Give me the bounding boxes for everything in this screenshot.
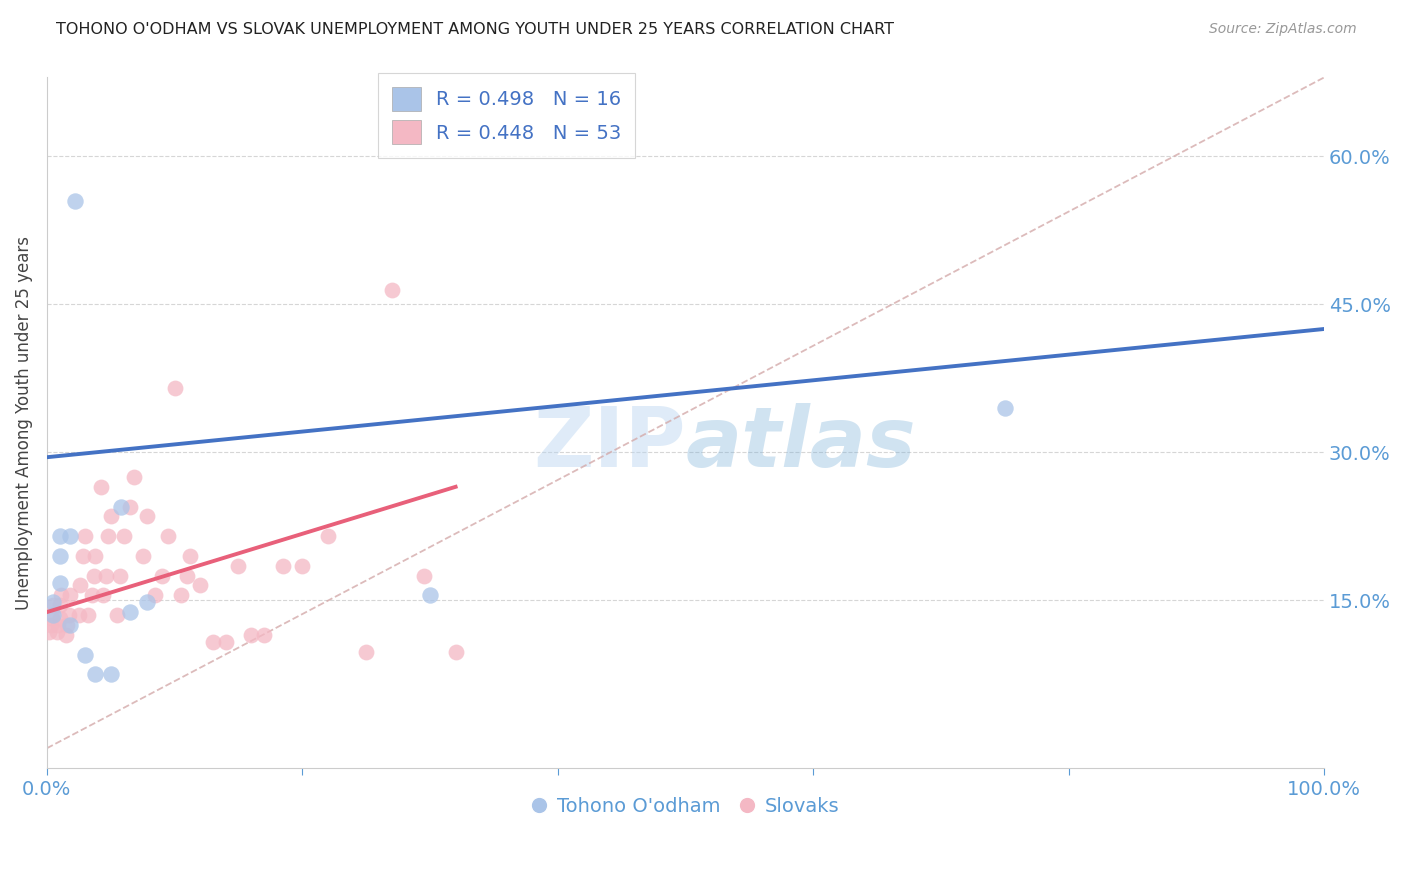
Text: TOHONO O'ODHAM VS SLOVAK UNEMPLOYMENT AMONG YOUTH UNDER 25 YEARS CORRELATION CHA: TOHONO O'ODHAM VS SLOVAK UNEMPLOYMENT AM…	[56, 22, 894, 37]
Point	[42, 608, 65, 623]
Point	[994, 401, 1017, 415]
Point	[80, 588, 103, 602]
Point	[42, 595, 65, 609]
Point	[100, 509, 122, 524]
Point	[84, 549, 107, 563]
Point	[84, 667, 107, 681]
Point	[90, 480, 112, 494]
Point	[94, 568, 117, 582]
Point	[118, 500, 141, 514]
Point	[67, 608, 90, 623]
Point	[41, 611, 63, 625]
Point	[179, 549, 201, 563]
Point	[75, 648, 97, 662]
Point	[48, 618, 70, 632]
Point	[39, 618, 62, 632]
Point	[170, 588, 193, 602]
Point	[188, 578, 211, 592]
Point	[163, 381, 186, 395]
Point	[38, 624, 60, 639]
Point	[354, 644, 377, 658]
Point	[72, 549, 94, 563]
Point	[100, 667, 122, 681]
Point	[291, 558, 314, 573]
Point	[48, 611, 70, 625]
Point	[69, 578, 91, 592]
Point	[112, 529, 135, 543]
Point	[240, 628, 263, 642]
Point	[131, 549, 153, 563]
Point	[55, 628, 77, 642]
Point	[110, 500, 132, 514]
Point	[201, 634, 224, 648]
Point	[59, 588, 82, 602]
Y-axis label: Unemployment Among Youth under 25 years: Unemployment Among Youth under 25 years	[15, 235, 32, 610]
Point	[46, 624, 69, 639]
Point	[135, 595, 157, 609]
Legend: Tohono O'odham, Slovaks: Tohono O'odham, Slovaks	[523, 789, 848, 824]
Point	[412, 568, 434, 582]
Point	[157, 529, 180, 543]
Point	[58, 608, 80, 623]
Text: ZIP: ZIP	[533, 403, 686, 484]
Point	[176, 568, 198, 582]
Point	[97, 529, 120, 543]
Point	[59, 618, 82, 632]
Point	[316, 529, 339, 543]
Point	[118, 605, 141, 619]
Point	[271, 558, 294, 573]
Point	[75, 529, 97, 543]
Point	[105, 608, 128, 623]
Point	[215, 634, 238, 648]
Point	[48, 549, 70, 563]
Text: Source: ZipAtlas.com: Source: ZipAtlas.com	[1209, 22, 1357, 37]
Point	[56, 618, 79, 632]
Text: atlas: atlas	[686, 403, 917, 484]
Point	[381, 283, 404, 297]
Point	[228, 558, 250, 573]
Point	[42, 598, 65, 612]
Point	[59, 529, 82, 543]
Point	[135, 509, 157, 524]
Point	[91, 588, 114, 602]
Point	[83, 568, 105, 582]
Point	[48, 529, 70, 543]
Point	[48, 575, 70, 590]
Point	[122, 470, 145, 484]
Point	[48, 598, 70, 612]
Point	[444, 644, 467, 658]
Point	[419, 588, 441, 602]
Point	[76, 608, 98, 623]
Point	[253, 628, 276, 642]
Point	[108, 568, 131, 582]
Point	[145, 588, 167, 602]
Point	[150, 568, 173, 582]
Point	[49, 588, 72, 602]
Point	[63, 194, 86, 208]
